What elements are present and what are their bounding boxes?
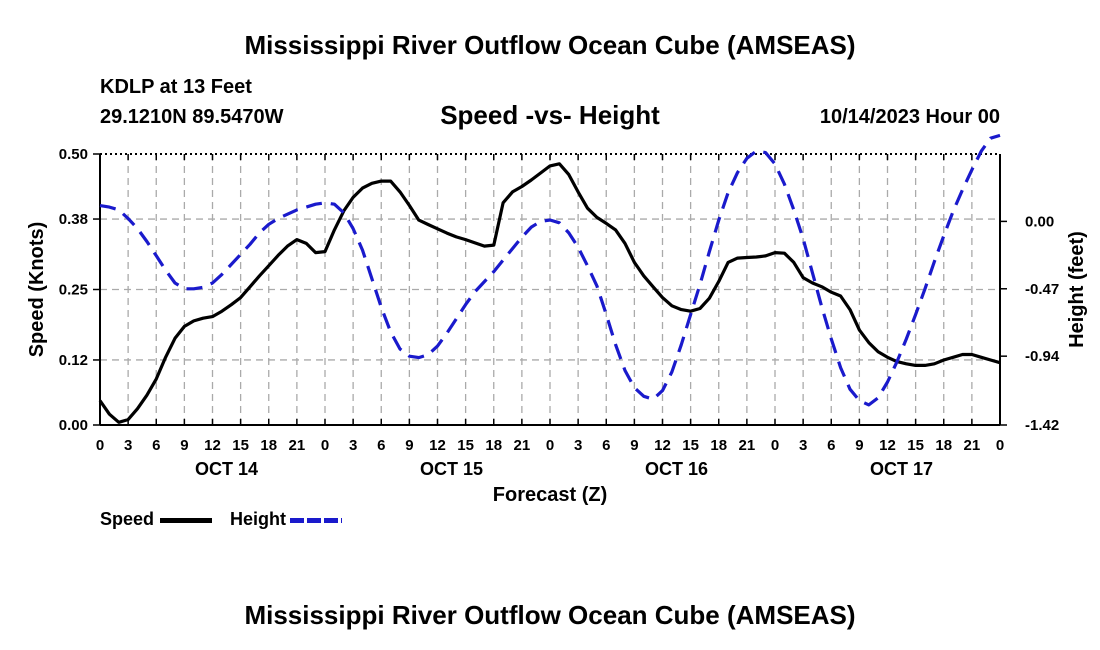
- x-tick-label: 21: [964, 437, 981, 454]
- x-tick-label: 9: [630, 437, 638, 454]
- x-tick-label: 21: [739, 437, 756, 454]
- coordinates-label: 29.1210N 89.5470W: [100, 106, 284, 128]
- day-label: OCT 16: [645, 459, 708, 479]
- y-right-tick-label: -0.94: [1025, 348, 1060, 365]
- x-tick-label: 15: [907, 437, 924, 454]
- x-tick-label: 0: [996, 437, 1004, 454]
- y-right-tick-label: -1.42: [1025, 417, 1059, 434]
- legend-speed-label: Speed: [100, 509, 155, 529]
- y-right-axis-title: Height (feet): [1066, 231, 1088, 348]
- datetime-label: 10/14/2023 Hour 00: [819, 106, 1000, 128]
- x-tick-label: 12: [879, 437, 896, 454]
- y-left-tick-label: 0.50: [59, 146, 88, 163]
- legend-height-swatch: [290, 518, 342, 523]
- x-tick-label: 0: [321, 437, 329, 454]
- y-right-tick-label: -0.47: [1025, 281, 1059, 298]
- x-tick-label: 3: [349, 437, 357, 454]
- y-left-tick-label: 0.25: [59, 282, 88, 299]
- day-label: OCT 14: [195, 459, 258, 479]
- x-tick-label: 0: [546, 437, 554, 454]
- x-tick-label: 21: [289, 437, 306, 454]
- x-tick-label: 6: [377, 437, 385, 454]
- y-left-tick-label: 0.12: [59, 352, 88, 369]
- x-tick-label: 18: [260, 437, 277, 454]
- x-tick-label: 18: [935, 437, 952, 454]
- x-tick-label: 18: [710, 437, 727, 454]
- repeat-title: Mississippi River Outflow Ocean Cube (AM…: [244, 600, 856, 630]
- x-tick-label: 3: [124, 437, 132, 454]
- x-tick-label: 9: [405, 437, 413, 454]
- legend-height-label: Height: [230, 509, 286, 529]
- x-tick-label: 12: [429, 437, 446, 454]
- x-tick-label: 9: [855, 437, 863, 454]
- x-tick-label: 3: [799, 437, 807, 454]
- x-tick-label: 18: [485, 437, 502, 454]
- x-tick-label: 6: [152, 437, 160, 454]
- day-label: OCT 15: [420, 459, 483, 479]
- station-label: KDLP at 13 Feet: [100, 76, 252, 98]
- y-left-axis-title: Speed (Knots): [26, 222, 48, 358]
- x-tick-label: 12: [654, 437, 671, 454]
- x-axis-title: Forecast (Z): [493, 484, 607, 506]
- x-tick-label: 6: [827, 437, 835, 454]
- y-right-tick-label: 0.00: [1025, 213, 1054, 230]
- y-left-tick-label: 0.38: [59, 211, 88, 228]
- legend-speed-swatch: [160, 518, 212, 523]
- x-tick-label: 15: [232, 437, 249, 454]
- series-line-height: [99, 133, 1001, 407]
- x-tick-label: 15: [457, 437, 474, 454]
- series-line-speed: [98, 162, 1001, 424]
- x-tick-label: 6: [602, 437, 610, 454]
- main-title: Mississippi River Outflow Ocean Cube (AM…: [244, 30, 856, 60]
- x-tick-label: 0: [96, 437, 104, 454]
- x-tick-label: 21: [514, 437, 531, 454]
- y-left-tick-label: 0.00: [59, 417, 88, 434]
- x-tick-label: 12: [204, 437, 221, 454]
- day-label: OCT 17: [870, 459, 933, 479]
- x-tick-label: 0: [771, 437, 779, 454]
- x-tick-label: 9: [180, 437, 188, 454]
- chart-title: Speed -vs- Height: [440, 100, 660, 130]
- x-tick-label: 15: [682, 437, 699, 454]
- x-tick-label: 3: [574, 437, 582, 454]
